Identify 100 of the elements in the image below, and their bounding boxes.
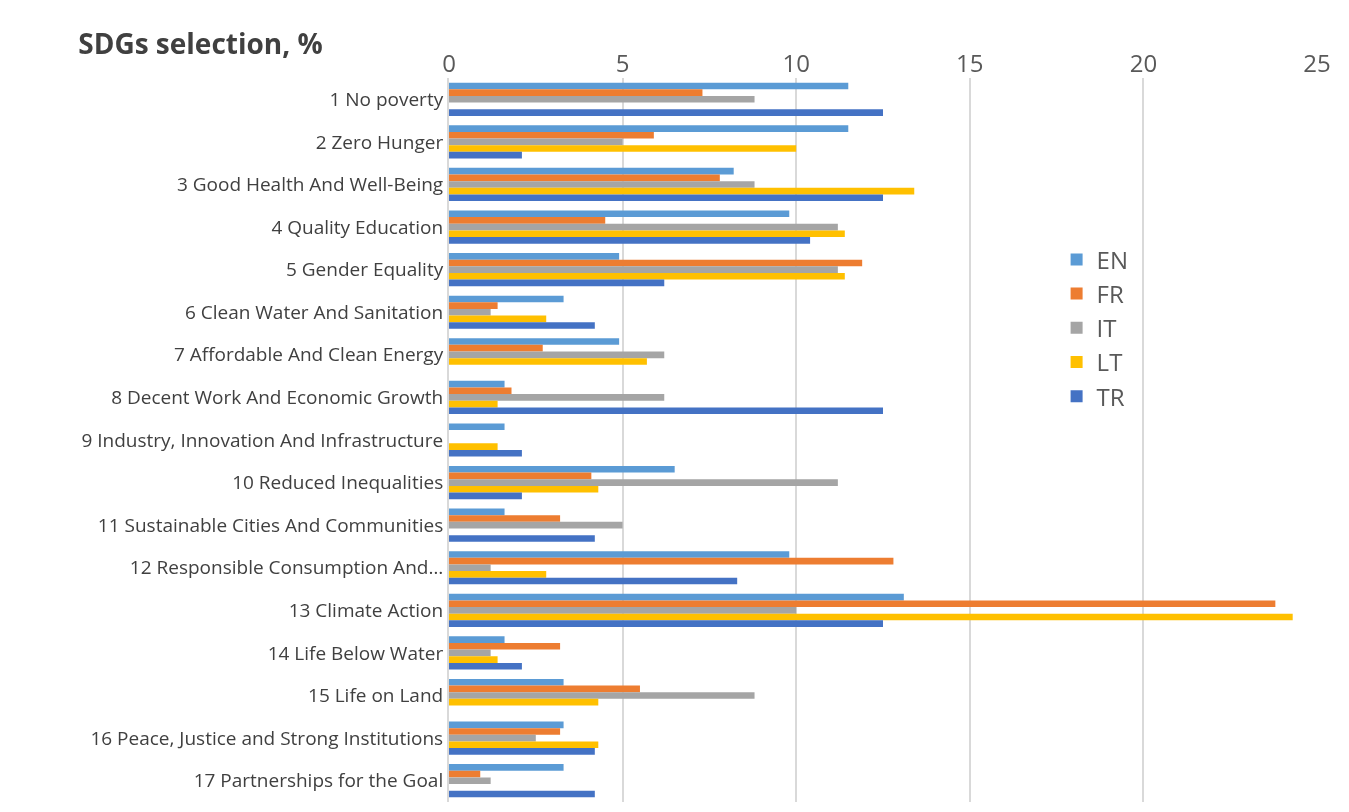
bar — [449, 109, 883, 116]
y-tick-label: 2 Zero Hunger — [315, 128, 444, 155]
bar — [449, 607, 797, 614]
y-tick-label: 4 Quality Education — [271, 213, 444, 240]
bar — [449, 479, 838, 486]
bar — [449, 564, 491, 572]
bar — [449, 302, 498, 309]
legend-label: LT — [1096, 345, 1123, 379]
bar — [449, 443, 498, 450]
bar — [449, 145, 797, 152]
bar — [449, 125, 849, 132]
bar — [449, 138, 623, 146]
y-tick-label: 6 Clean Water And Sanitation — [184, 298, 444, 325]
bar — [449, 790, 595, 798]
bar — [449, 230, 845, 238]
bar — [449, 187, 915, 195]
bar — [449, 571, 547, 578]
bar — [449, 131, 654, 139]
bar — [449, 492, 522, 500]
bar — [449, 394, 665, 401]
y-tick-label: 13 Climate Action — [288, 597, 444, 623]
bar — [449, 423, 505, 431]
bar — [449, 151, 522, 159]
legend-label: EN — [1096, 242, 1129, 276]
bar — [449, 351, 665, 359]
y-tick-label: 12 Responsible Consumption And… — [129, 554, 444, 581]
y-tick-label: 14 Life Below Water — [267, 639, 444, 666]
bar — [449, 266, 838, 273]
bar — [449, 400, 498, 408]
bar — [449, 656, 498, 663]
bar — [449, 237, 811, 244]
x-tick-label: 25 — [1303, 46, 1331, 80]
bar — [449, 613, 1293, 621]
bar — [449, 344, 543, 352]
y-tick-label: 3 Good Health And Well-Being — [176, 171, 444, 198]
legend-label: FR — [1096, 276, 1124, 310]
bar — [449, 167, 734, 175]
legend-label: TR — [1096, 379, 1125, 413]
bar — [449, 253, 620, 260]
y-tick-label: 10 Reduced Inequalities — [232, 469, 444, 496]
bar — [449, 279, 665, 287]
bar — [449, 728, 561, 735]
y-tick-label: 7 Affordable And Clean Energy — [173, 341, 444, 368]
bar — [449, 508, 505, 516]
bar — [449, 764, 564, 771]
bar — [449, 472, 592, 480]
bar — [449, 194, 883, 202]
bar — [449, 642, 561, 650]
bar — [449, 535, 595, 542]
text: SDGs selection, % — [78, 24, 323, 63]
bar — [449, 721, 564, 729]
bar — [449, 515, 561, 522]
bar — [449, 82, 849, 90]
bar — [449, 95, 755, 103]
bar — [449, 295, 564, 303]
bar — [449, 620, 883, 627]
bar — [449, 662, 522, 670]
bar — [449, 465, 675, 473]
bar — [449, 698, 599, 706]
bar — [449, 777, 491, 785]
bar — [449, 692, 755, 699]
bar — [449, 551, 790, 558]
y-tick-label: 17 Partnerships for the Goal — [193, 767, 444, 794]
bar — [449, 272, 845, 280]
bar — [449, 338, 620, 345]
bar — [449, 407, 883, 415]
legend-label: IT — [1096, 311, 1117, 345]
y-tick-label: 16 Peace, Justice and Strong Institutions — [90, 724, 444, 751]
x-tick-label: 10 — [782, 46, 810, 80]
bar — [449, 593, 904, 601]
bar — [449, 322, 595, 329]
bar — [449, 210, 790, 218]
bar — [449, 600, 1276, 608]
y-tick-label: 9 Industry, Innovation And Infrastructure — [81, 426, 444, 453]
bar — [449, 748, 595, 755]
bar — [449, 636, 505, 643]
y-tick-label: 5 Gender Equality — [285, 256, 444, 283]
bar — [449, 678, 564, 686]
bar — [449, 485, 599, 493]
x-tick-label: 15 — [956, 46, 984, 80]
bar — [449, 358, 647, 365]
bar — [449, 521, 623, 529]
y-tick-label: 15 Life on Land — [308, 682, 444, 709]
x-tick-label: 0 — [442, 46, 456, 80]
y-tick-label: 11 Sustainable Cities And Communities — [97, 511, 444, 538]
x-tick-label: 5 — [615, 46, 630, 80]
bar — [449, 449, 522, 457]
bar — [449, 380, 505, 388]
bar — [449, 649, 491, 657]
bar — [449, 259, 863, 267]
bar — [449, 223, 838, 231]
bar — [449, 387, 512, 395]
bar — [449, 174, 720, 182]
x-tick-label: 20 — [1129, 46, 1158, 80]
bar — [449, 577, 738, 585]
bar — [449, 557, 894, 565]
bar — [449, 89, 703, 96]
bar — [449, 741, 599, 749]
bar — [449, 685, 640, 693]
y-tick-label: 1 No poverty — [329, 85, 444, 112]
